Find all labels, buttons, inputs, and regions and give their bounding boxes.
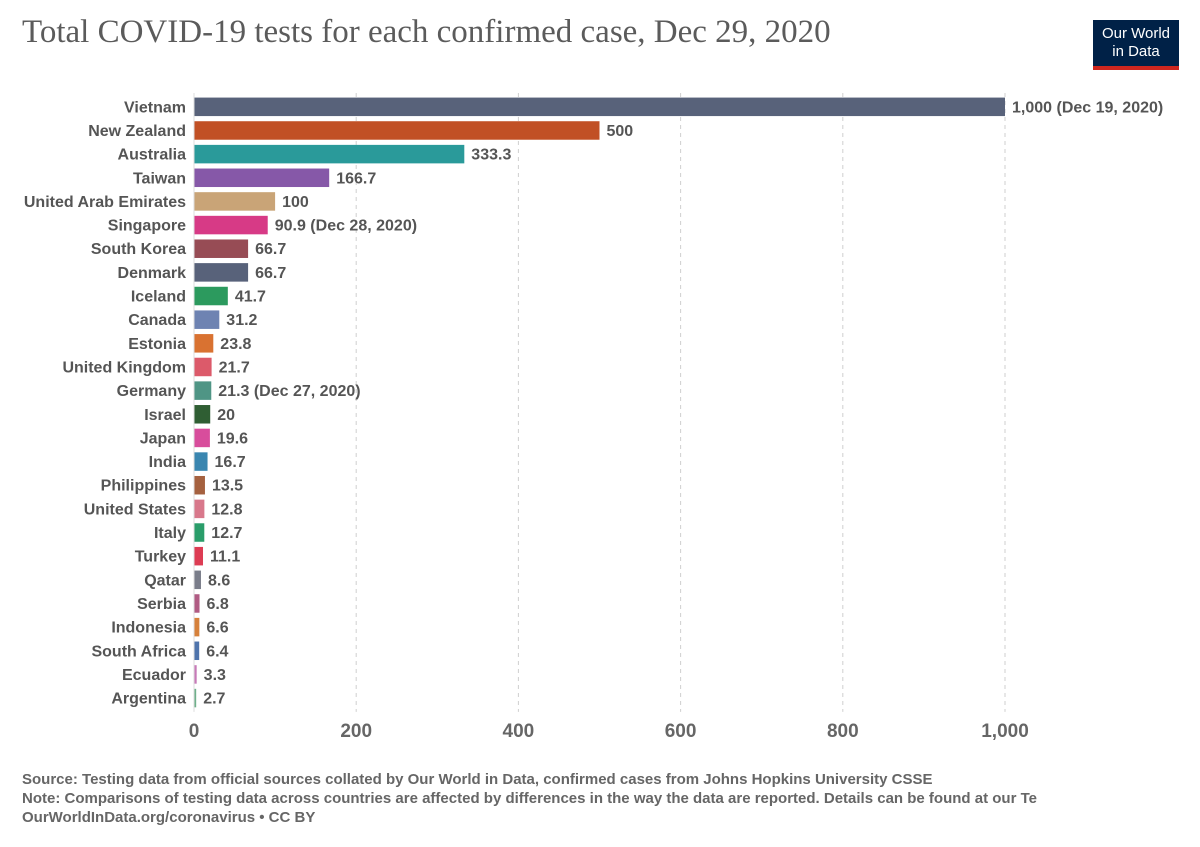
x-tick-label: 400 — [503, 721, 535, 742]
bar — [194, 523, 205, 542]
data-note: Note: Comparisons of testing data across… — [22, 790, 1037, 807]
category-label: South Korea — [91, 241, 186, 258]
bar — [194, 405, 211, 424]
value-label: 66.7 — [255, 241, 286, 258]
bar — [194, 546, 204, 566]
value-label: 333.3 — [471, 147, 511, 164]
bar — [194, 239, 249, 258]
value-label: 8.6 — [208, 572, 230, 589]
bar — [194, 570, 201, 590]
bar — [194, 357, 212, 377]
logo-line-2: in Data — [1112, 43, 1160, 60]
value-label: 90.9 (Dec 28, 2020) — [275, 218, 417, 235]
value-label: 6.6 — [206, 620, 228, 637]
owid-logo[interactable]: Our World in Data — [1093, 20, 1179, 70]
category-label: India — [149, 454, 186, 471]
category-label: Italy — [154, 525, 186, 542]
bar — [194, 168, 330, 188]
x-tick-label: 1,000 — [981, 721, 1029, 742]
bar — [194, 144, 465, 164]
x-tick-label: 800 — [827, 721, 859, 742]
value-label: 6.8 — [207, 596, 229, 613]
value-label: 12.7 — [211, 525, 242, 542]
value-label: 23.8 — [220, 336, 251, 353]
bar — [194, 641, 200, 661]
value-label: 2.7 — [203, 691, 225, 708]
bar — [194, 594, 200, 613]
value-label: 166.7 — [336, 170, 376, 187]
x-tick-label: 0 — [189, 721, 200, 742]
bar — [194, 310, 220, 329]
category-label: Taiwan — [133, 170, 186, 187]
category-label: Philippines — [101, 478, 186, 495]
chart-footer: Source: Testing data from official sourc… — [22, 770, 1037, 827]
bar-chart: 0 200 400 600 800 1,000 Vietnam 1,000 (Dec 19, … — [24, 93, 1163, 742]
category-label: Indonesia — [111, 620, 186, 637]
bar — [194, 475, 205, 495]
category-label: Turkey — [135, 549, 186, 566]
value-label: 20 — [217, 407, 235, 424]
value-label: 6.4 — [206, 643, 228, 660]
credit-note[interactable]: OurWorldInData.org/coronavirus • CC BY — [22, 809, 316, 826]
x-tick-label: 200 — [340, 721, 372, 742]
value-label: 21.7 — [219, 359, 250, 376]
value-label: 1,000 (Dec 19, 2020) — [1012, 99, 1163, 116]
category-label: United Kingdom — [62, 359, 186, 376]
source-note: Source: Testing data from official sourc… — [22, 771, 933, 788]
category-label: Vietnam — [124, 99, 186, 116]
value-label: 21.3 (Dec 27, 2020) — [218, 383, 360, 400]
bar — [194, 121, 600, 140]
category-label: Australia — [118, 147, 187, 164]
bar — [194, 334, 214, 353]
chart-title: Total COVID-19 tests for each confirmed … — [22, 14, 831, 50]
category-label: Qatar — [144, 572, 186, 589]
bar — [194, 286, 228, 306]
value-label: 16.7 — [215, 454, 246, 471]
bar — [194, 452, 208, 471]
category-label: United Arab Emirates — [24, 194, 186, 211]
value-label: 13.5 — [212, 478, 243, 495]
value-label: 3.3 — [204, 667, 226, 684]
category-label: United States — [84, 501, 186, 518]
bar — [194, 665, 197, 684]
bar — [194, 263, 249, 282]
bar — [194, 192, 276, 211]
x-tick-label: 600 — [665, 721, 697, 742]
category-label: South Africa — [91, 643, 186, 660]
value-label: 19.6 — [217, 430, 248, 447]
value-label: 66.7 — [255, 265, 286, 282]
category-label: Serbia — [137, 596, 186, 613]
value-label: 31.2 — [226, 312, 257, 329]
category-label: Germany — [117, 383, 186, 400]
category-label: Estonia — [128, 336, 186, 353]
bar — [194, 688, 197, 708]
bar — [194, 381, 212, 400]
category-label: Iceland — [131, 289, 186, 306]
category-label: Japan — [140, 430, 186, 447]
category-label: Singapore — [108, 218, 186, 235]
category-label: Ecuador — [122, 667, 186, 684]
logo-line-1: Our World — [1101, 25, 1171, 42]
bar — [194, 97, 1005, 117]
value-label: 12.8 — [211, 501, 242, 518]
value-label: 41.7 — [235, 289, 266, 306]
category-label: New Zealand — [88, 123, 186, 140]
bar — [194, 215, 268, 235]
category-label: Denmark — [118, 265, 187, 282]
category-label: Argentina — [111, 691, 186, 708]
bar — [194, 499, 205, 519]
category-label: Canada — [128, 312, 186, 329]
category-label: Israel — [144, 407, 186, 424]
value-label: 500 — [607, 123, 634, 140]
bar — [194, 428, 210, 448]
value-label: 11.1 — [210, 549, 240, 566]
value-label: 100 — [282, 194, 309, 211]
bar — [194, 617, 200, 637]
